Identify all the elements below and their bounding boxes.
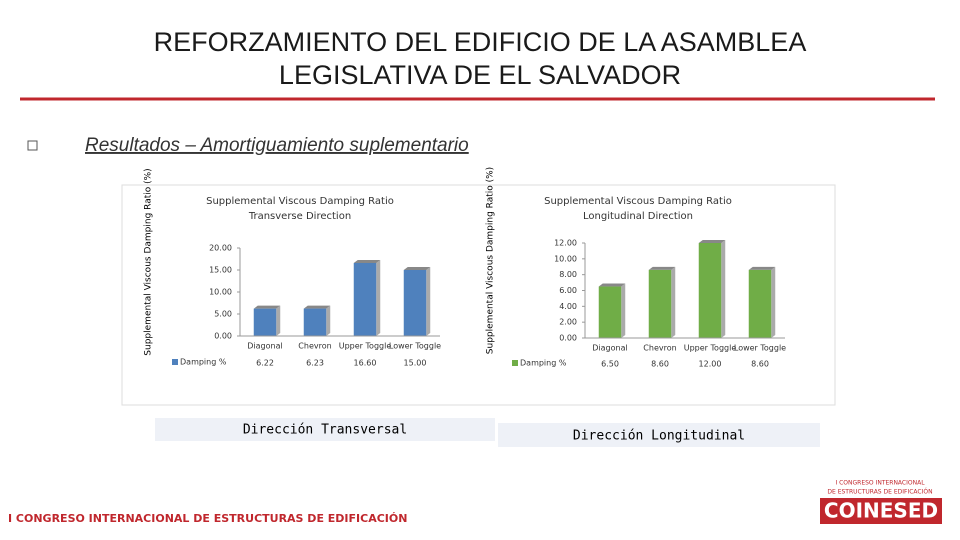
x-tick-label: Chevron (298, 342, 331, 351)
data-label: 16.60 (354, 359, 377, 368)
bar-side (326, 305, 331, 336)
y-axis-label: Supplemental Viscous Damping Ratio (%) (486, 167, 496, 354)
chart-title: Supplemental Viscous Damping Ratio Longit… (544, 196, 732, 222)
data-label: 8.60 (751, 360, 769, 369)
logo-box (820, 498, 942, 524)
y-tick-label: 5.00 (214, 310, 232, 319)
footer: I CONGRESO INTERNACIONAL DE ESTRUCTURAS … (8, 512, 407, 525)
caption: Dirección Longitudinal (573, 429, 745, 444)
x-tick-label: Diagonal (247, 342, 282, 351)
x-tick-label: Upper Toggle (684, 344, 737, 353)
bar-side (721, 240, 726, 338)
bar-top (303, 305, 331, 309)
logo-text: I CONGRESO INTERNACIONAL (835, 480, 925, 487)
y-tick-label: 4.00 (559, 302, 577, 311)
y-tick-label: 6.00 (559, 286, 577, 295)
y-tick-label: 8.00 (559, 270, 577, 279)
bar-side (621, 283, 626, 338)
bar (253, 308, 277, 336)
bar-side (276, 305, 281, 336)
y-tick-label: 12.00 (554, 239, 577, 248)
section-heading: Resultados – Amortiguamiento suplementar… (85, 135, 469, 156)
x-tick-label: Chevron (643, 344, 676, 353)
caption-box (155, 418, 495, 441)
x-tick-label: Upper Toggle (339, 342, 392, 351)
chart-title: Supplemental Viscous Damping Ratio Transv… (206, 196, 394, 222)
y-tick-label: 0.00 (559, 334, 577, 343)
bar-top (748, 266, 776, 270)
bar-top (403, 267, 431, 270)
title: LEGISLATIVA DE EL SALVADOR (279, 60, 681, 90)
caption-box (498, 423, 820, 447)
bar-top (253, 305, 281, 309)
chart-frame (121, 184, 836, 406)
x-tick-label: Lower Toggle (734, 344, 786, 353)
data-label: 12.00 (699, 360, 722, 369)
logo-text: DE ESTRUCTURAS DE EDIFICACIÓN (827, 489, 932, 496)
bar (648, 269, 672, 338)
bar-top (648, 266, 676, 270)
logo: COINESED (824, 499, 938, 523)
bullet (27, 140, 38, 151)
bar (303, 308, 327, 336)
bar (353, 262, 377, 336)
bar-side (376, 259, 381, 336)
y-tick-label: 10.00 (209, 288, 232, 297)
legend-swatch (172, 359, 178, 365)
x-tick-label: Lower Toggle (389, 342, 441, 351)
x-tick-label: Diagonal (592, 344, 627, 353)
y-tick-label: 0.00 (214, 332, 232, 341)
data-label: 8.60 (651, 360, 669, 369)
y-axis-label: Supplemental Viscous Damping Ratio (%) (144, 168, 154, 355)
y-tick-label: 10.00 (554, 254, 577, 263)
bar-side (671, 266, 676, 338)
bar-top (698, 240, 726, 243)
data-label: 6.22 (256, 359, 274, 368)
bar-side (771, 266, 776, 338)
bar (748, 269, 772, 338)
y-tick-label: 20.00 (209, 244, 232, 253)
legend-swatch (512, 360, 518, 366)
data-label: 15.00 (404, 359, 427, 368)
caption: Dirección Transversal (243, 423, 407, 438)
bar-side (426, 267, 431, 336)
title: REFORZAMIENTO DEL EDIFICIO DE LA ASAMBLE… (154, 27, 807, 57)
data-label: 6.23 (306, 359, 324, 368)
bar-top (598, 283, 626, 287)
bar (698, 243, 722, 338)
legend-label: Damping % (520, 359, 567, 368)
legend-label: Damping % (180, 358, 227, 367)
y-tick-label: 15.00 (209, 266, 232, 275)
bar-top (353, 259, 381, 263)
y-tick-label: 2.00 (559, 318, 577, 327)
data-label: 6.50 (601, 360, 619, 369)
bar (598, 286, 622, 338)
bar (403, 270, 427, 336)
